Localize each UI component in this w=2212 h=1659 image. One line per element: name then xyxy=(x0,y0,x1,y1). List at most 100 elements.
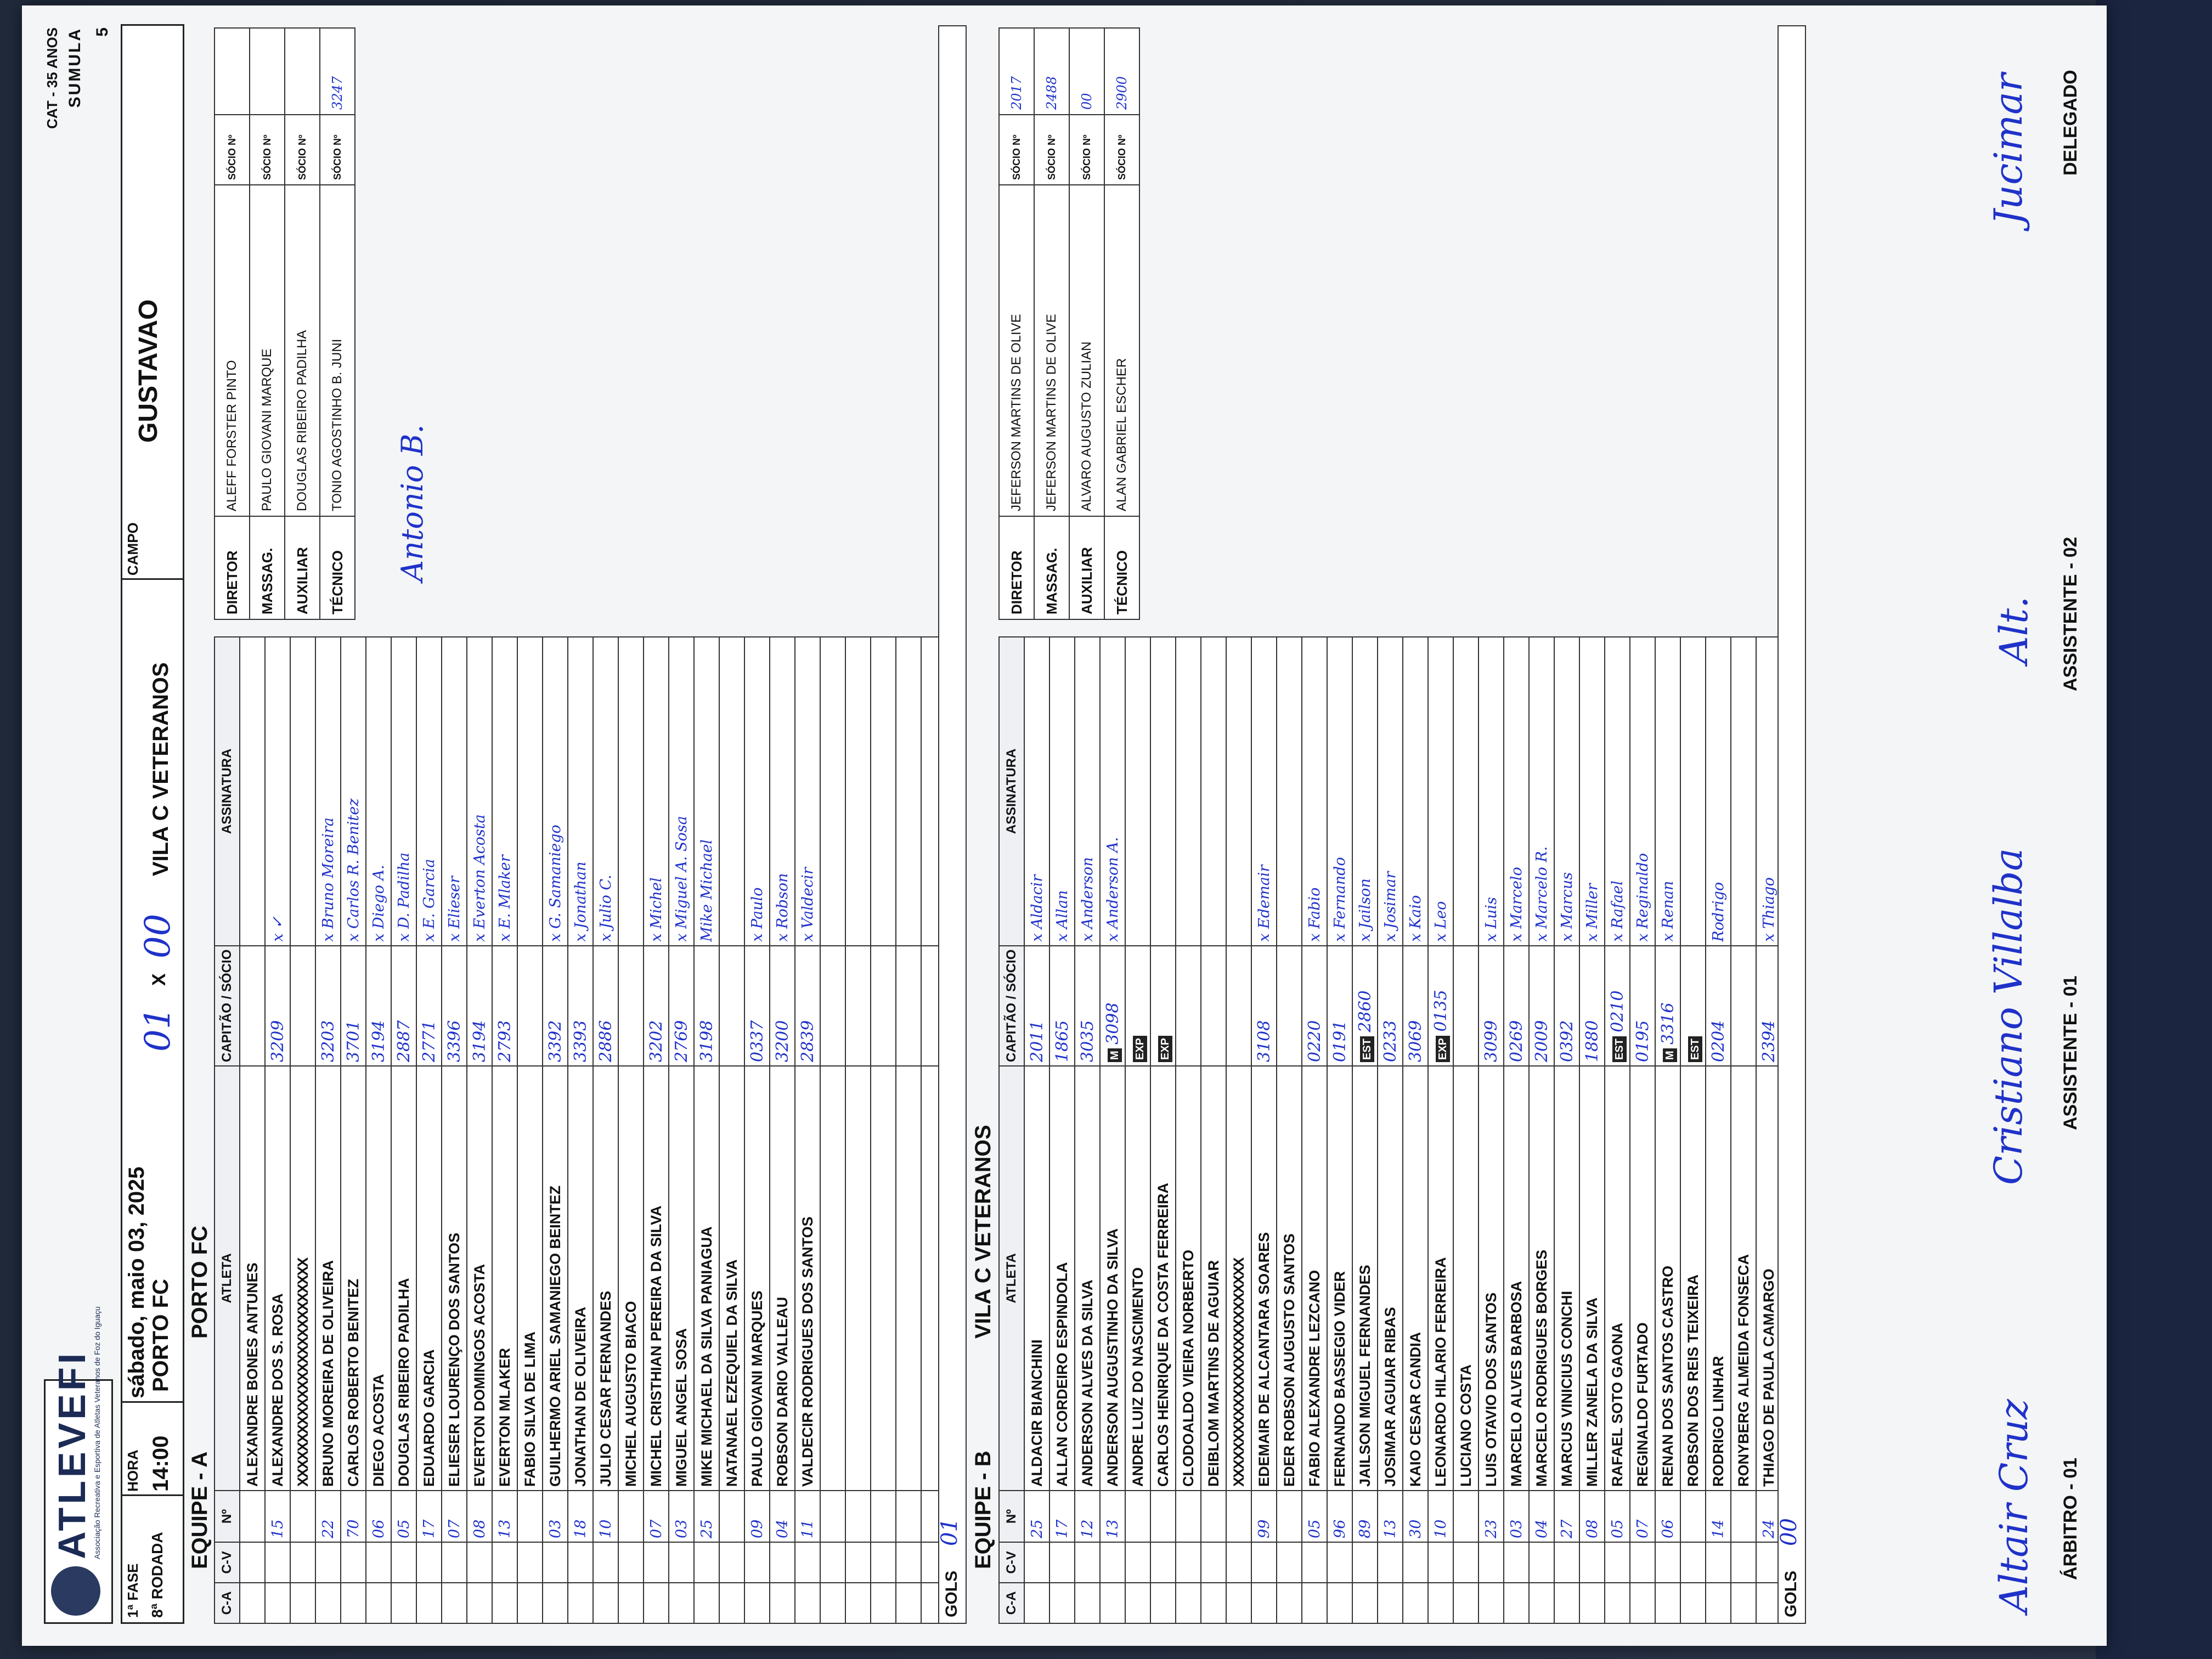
player-signature: x Jonathan xyxy=(568,637,593,946)
cell-cv xyxy=(543,1542,568,1583)
player-signature xyxy=(1453,637,1479,946)
player-name: EVERTON MLAKER xyxy=(492,1066,517,1491)
blank-row xyxy=(820,637,845,1623)
cell-ca xyxy=(391,1583,416,1623)
player-number: 07 xyxy=(644,1491,669,1542)
blank-cell xyxy=(896,637,921,946)
blank-cell xyxy=(896,1583,921,1623)
staff-socio-label: SÓCIO Nº xyxy=(320,115,355,185)
player-socio xyxy=(1277,945,1302,1066)
cell-ca xyxy=(1428,1583,1453,1623)
player-socio: 3202 xyxy=(644,945,669,1066)
player-signature: x Edemair xyxy=(1251,637,1277,946)
team-b-goals-value: 00 xyxy=(1776,1518,1802,1546)
referee-label: ÁRBITRO - 01 xyxy=(2060,1458,2081,1580)
staff-role: TÉCNICO xyxy=(1104,516,1139,619)
player-socio: 2771 xyxy=(416,945,442,1066)
category: CAT - 35 ANOS xyxy=(44,27,60,129)
player-signature: x Anderson A. xyxy=(1100,637,1125,946)
blank-cell xyxy=(845,945,871,1066)
player-name: CLODOALDO VIEIRA NORBERTO xyxy=(1176,1066,1201,1491)
score-separator: X xyxy=(149,973,170,986)
staff-row: TÉCNICO TONIO AGOSTINHO B. JUNI SÓCIO Nº 32… xyxy=(320,28,355,619)
player-name: CARLOS HENRIQUE DA COSTA FERREIRA xyxy=(1150,1066,1176,1491)
player-socio xyxy=(1226,945,1251,1066)
cell-ca xyxy=(265,1583,290,1623)
player-socio: 2887 xyxy=(391,945,416,1066)
blank-row xyxy=(871,637,896,1623)
blank-cell xyxy=(820,1542,845,1583)
col-athlete: ATLETA xyxy=(999,1066,1024,1491)
player-number: 05 xyxy=(1605,1491,1630,1542)
cell-cv xyxy=(644,1542,669,1583)
table-row: 07 ELIESER LOURENÇO DOS SANTOS 3396 x Elies… xyxy=(442,637,467,1623)
cell-cv xyxy=(1024,1542,1049,1583)
player-name: RODRIGO LINHAR xyxy=(1706,1066,1731,1491)
team-b-staff: DIRETOR JEFERSON MARTINS DE OLIVE SÓCIO Nº… xyxy=(998,27,1140,620)
team-a-coach-signature: Antonio B. xyxy=(395,424,430,582)
player-socio-value: 0392 xyxy=(1557,1020,1577,1062)
player-number xyxy=(240,1491,265,1542)
cell-ca xyxy=(669,1583,694,1623)
staff-name: TONIO AGOSTINHO B. JUNI xyxy=(320,185,355,516)
cell-cv xyxy=(1201,1542,1226,1583)
player-socio: 1880 xyxy=(1579,945,1605,1066)
staff-row: MASSAG. JEFERSON MARTINS DE OLIVE SÓCIO Nº… xyxy=(1034,28,1069,619)
cell-cv xyxy=(517,1542,543,1583)
player-socio-value: 2793 xyxy=(495,1020,515,1062)
table-row: 13 EVERTON MLAKER 2793 x E. Mlaker xyxy=(492,637,517,1623)
player-socio xyxy=(1453,945,1479,1066)
logo: ATLEVEFI Associação Recreativa e Esporti… xyxy=(44,1306,113,1624)
blank-cell xyxy=(871,1491,896,1542)
player-socio: 0204 xyxy=(1706,945,1731,1066)
cell-cv xyxy=(744,1542,770,1583)
player-socio: 0191 xyxy=(1327,945,1352,1066)
table-row: 12 ANDERSON ALVES DA SILVA 3035 x Anderson xyxy=(1075,637,1100,1623)
player-name: ANDERSON AUGUSTINHO DA SILVA xyxy=(1100,1066,1125,1491)
player-socio xyxy=(290,945,315,1066)
table-row: 17 ALLAN CORDEIRO ESPINDOLA 1865 x Allan xyxy=(1049,637,1075,1623)
player-name: DOUGLAS RIBEIRO PADILHA xyxy=(391,1066,416,1491)
col-captain: CAPITÃO xyxy=(1004,1003,1019,1062)
round-label: RODADA xyxy=(149,1532,166,1600)
player-socio: 3396 xyxy=(442,945,467,1066)
col-number: Nº xyxy=(999,1491,1024,1542)
table-row: 04 ROBSON DARIO VALLEAU 3200 x Robson xyxy=(770,637,795,1623)
table-row: 99 EDEMAIR DE ALCANTARA SOARES 3108 x Edema… xyxy=(1251,637,1277,1623)
staff-row: DIRETOR ALEFF FORSTER PINTO SÓCIO Nº xyxy=(215,28,250,619)
table-row: 89 JAILSON MIGUEL FERNANDES EST 2860 x Jail… xyxy=(1352,637,1378,1623)
cell-ca xyxy=(1201,1583,1226,1623)
player-socio-value: 3396 xyxy=(444,1020,464,1062)
player-signature: x Julio C. xyxy=(593,637,618,946)
cell-cv xyxy=(467,1542,492,1583)
sheet-header: ATLEVEFI Associação Recreativa e Esporti… xyxy=(44,24,184,1624)
player-socio xyxy=(1176,945,1201,1066)
table-row: 27 MARCUS VINICIUS CONCHI 0392 x Marcus xyxy=(1554,637,1579,1623)
staff-socio-label: SÓCIO Nº xyxy=(1034,115,1069,185)
table-row: 03 MARCELO ALVES BARBOSA 0269 x Marcelo xyxy=(1504,637,1529,1623)
cell-ca xyxy=(644,1583,669,1623)
player-signature: x ✓ xyxy=(265,637,290,946)
player-number xyxy=(1226,1491,1251,1542)
round-value: 8ª xyxy=(149,1604,166,1618)
player-socio: 3392 xyxy=(543,945,568,1066)
player-signature: x Josimar xyxy=(1378,637,1403,946)
cell-ca xyxy=(315,1583,341,1623)
staff-role: TÉCNICO xyxy=(320,516,355,619)
table-row: 05 DOUGLAS RIBEIRO PADILHA 2887 x D. Padilh… xyxy=(391,637,416,1623)
player-signature xyxy=(1680,637,1706,946)
sheet-label: SUMULA xyxy=(66,27,84,108)
col-socio-label: SÓCIO xyxy=(1004,949,1019,992)
background-fabric xyxy=(2096,0,2212,1659)
player-socio-value: 3209 xyxy=(268,1020,287,1062)
player-socio: 3209 xyxy=(265,945,290,1066)
field-label: CAMPO xyxy=(125,522,141,575)
player-number: 05 xyxy=(1302,1491,1327,1542)
table-row: 13 JOSIMAR AGUIAR RIBAS 0233 x Josimar xyxy=(1378,637,1403,1623)
player-number xyxy=(1125,1491,1150,1542)
player-number xyxy=(1201,1491,1226,1542)
date-match-cell: sábado, maio 03, 2025 PORTO FC 01 X 00 V… xyxy=(122,578,183,1403)
score-home: 01 xyxy=(138,1007,178,1052)
player-socio: EST xyxy=(1680,945,1706,1066)
player-socio: 2769 xyxy=(669,945,694,1066)
